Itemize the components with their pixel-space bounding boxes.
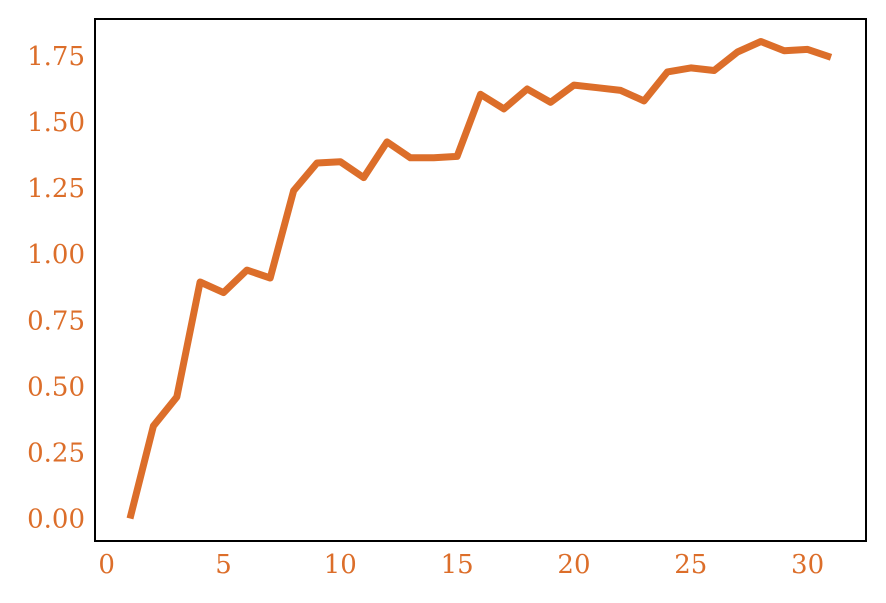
x-tick-label: 5 xyxy=(215,550,232,580)
y-tick-label: 1.75 xyxy=(27,42,85,72)
y-tick-label: 0.00 xyxy=(27,505,85,535)
y-tick-label: 1.00 xyxy=(27,240,85,270)
x-tick-label: 10 xyxy=(324,550,357,580)
x-tick-label: 20 xyxy=(557,550,590,580)
y-tick-label: 1.50 xyxy=(27,108,85,138)
x-tick-label: 0 xyxy=(98,550,115,580)
y-axis: 0.00 0.25 0.50 0.75 1.00 1.25 1.50 1.75 xyxy=(27,42,85,535)
y-tick-label: 0.25 xyxy=(27,438,85,468)
x-axis: 0 5 10 15 20 25 30 xyxy=(98,550,824,580)
y-tick-label: 0.50 xyxy=(27,372,85,402)
x-tick-label: 25 xyxy=(674,550,707,580)
y-tick-label: 1.25 xyxy=(27,174,85,204)
y-tick-label: 0.75 xyxy=(27,306,85,336)
x-tick-label: 15 xyxy=(441,550,474,580)
x-tick-label: 30 xyxy=(791,550,824,580)
